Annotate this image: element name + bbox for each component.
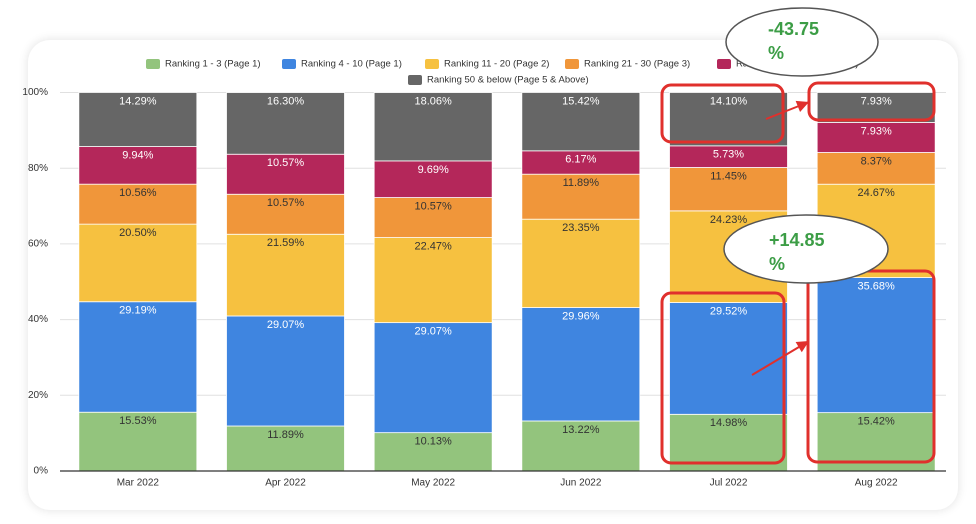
data-label: 6.17% bbox=[565, 154, 596, 166]
x-tick-label: May 2022 bbox=[411, 478, 455, 489]
bar-segment bbox=[226, 315, 345, 427]
arrow-bottom-head bbox=[795, 341, 809, 353]
data-label: 10.56% bbox=[119, 187, 157, 199]
data-label: 29.19% bbox=[119, 305, 157, 317]
data-label: 5.73% bbox=[713, 149, 744, 161]
data-label: 29.07% bbox=[267, 319, 305, 331]
data-label: 10.57% bbox=[415, 200, 453, 212]
data-label: 18.06% bbox=[415, 95, 453, 107]
bar-segment bbox=[669, 167, 788, 212]
legend-label: Ranking 21 - 30 (Page 3) bbox=[584, 59, 690, 70]
data-label: 7.93% bbox=[861, 95, 892, 107]
legend-swatch bbox=[425, 59, 439, 69]
legend-label: Ranking 50 & below (Page 5 & Above) bbox=[427, 75, 589, 86]
legend-label: Ranking 11 - 20 (Page 2) bbox=[444, 59, 549, 70]
bar-segment bbox=[226, 92, 345, 155]
bar-segment bbox=[78, 183, 198, 225]
data-label: 15.53% bbox=[119, 415, 157, 427]
highlight-box-aug-bottom bbox=[806, 269, 936, 464]
y-tick-label: 0% bbox=[34, 466, 49, 477]
y-tick-label: 40% bbox=[28, 314, 48, 325]
data-label: 16.30% bbox=[267, 95, 305, 107]
bar-segment bbox=[373, 197, 493, 238]
data-label: 10.57% bbox=[267, 157, 305, 169]
data-label: 35.68% bbox=[858, 280, 896, 292]
legend-label: Ranking 4 - 10 (Page 1) bbox=[301, 59, 402, 70]
bar-segment bbox=[226, 153, 345, 195]
data-label: 9.69% bbox=[418, 164, 449, 176]
legend-swatch bbox=[717, 59, 731, 69]
bar-segment bbox=[669, 302, 788, 415]
data-label: 11.45% bbox=[710, 170, 747, 182]
highlight-box-jul-bottom bbox=[660, 291, 786, 465]
x-tick-label: Mar 2022 bbox=[117, 478, 160, 489]
data-label: 14.10% bbox=[710, 95, 748, 107]
bar-segment bbox=[78, 411, 198, 472]
bar-segment bbox=[816, 122, 936, 153]
data-label: 29.52% bbox=[710, 305, 748, 317]
legend-swatch bbox=[282, 59, 296, 69]
data-label: 22.47% bbox=[415, 240, 453, 252]
data-label: 15.42% bbox=[858, 416, 896, 428]
legend-swatch bbox=[408, 75, 422, 85]
bar-segment bbox=[78, 146, 198, 185]
annotation-bubble-bottom-value: +14.85 bbox=[769, 230, 825, 250]
bar-segment bbox=[78, 92, 198, 147]
data-label: 10.13% bbox=[415, 436, 453, 448]
y-tick-label: 80% bbox=[28, 163, 48, 174]
highlight-box-aug-top bbox=[807, 81, 936, 122]
data-label: 14.98% bbox=[710, 417, 748, 429]
bar-segment bbox=[816, 152, 936, 185]
bar-segment bbox=[816, 92, 936, 123]
bar-segment bbox=[78, 301, 198, 413]
bar-segment bbox=[816, 277, 936, 414]
data-label: 13.22% bbox=[562, 424, 600, 436]
data-label: 10.57% bbox=[267, 197, 305, 209]
y-tick-label: 60% bbox=[28, 239, 48, 250]
x-tick-label: Jul 2022 bbox=[710, 478, 748, 489]
data-label: 14.29% bbox=[119, 95, 157, 107]
bar-segment bbox=[373, 432, 493, 472]
x-tick-label: Aug 2022 bbox=[855, 478, 898, 489]
bar-segment bbox=[521, 307, 641, 422]
y-tick-label: 100% bbox=[22, 87, 48, 98]
annotation-bubble-bottom-unit: % bbox=[769, 254, 785, 274]
data-label: 15.42% bbox=[562, 95, 600, 107]
annotation-bubble-top bbox=[725, 7, 879, 77]
legend-label: Ranking 1 - 3 (Page 1) bbox=[165, 59, 261, 70]
x-tick-label: Apr 2022 bbox=[265, 478, 306, 489]
data-label: 8.37% bbox=[861, 155, 892, 167]
bar-segment bbox=[373, 237, 493, 324]
data-label: 24.67% bbox=[858, 187, 896, 199]
y-tick-label: 20% bbox=[28, 390, 48, 401]
data-label: 11.89% bbox=[563, 177, 600, 189]
data-label: 20.50% bbox=[119, 227, 157, 239]
bar-segment bbox=[373, 92, 493, 162]
bar-segment bbox=[521, 92, 641, 152]
data-label: 9.94% bbox=[122, 149, 153, 161]
bar-segment bbox=[521, 173, 641, 220]
highlight-box-jul-top bbox=[660, 83, 785, 144]
bar-segment bbox=[226, 193, 345, 235]
data-label: 29.96% bbox=[562, 310, 600, 322]
legend-swatch bbox=[146, 59, 160, 69]
data-label: 24.23% bbox=[710, 214, 748, 226]
arrow-top-head bbox=[795, 100, 809, 112]
bar-segment bbox=[78, 223, 198, 303]
data-label: 11.89% bbox=[267, 429, 304, 441]
x-tick-label: Jun 2022 bbox=[560, 478, 602, 489]
data-label: 21.59% bbox=[267, 237, 305, 249]
data-label: 7.93% bbox=[861, 125, 892, 137]
annotation-bubble-bottom bbox=[723, 214, 889, 284]
bar-segment bbox=[373, 322, 493, 434]
data-label: 23.35% bbox=[562, 222, 600, 234]
data-label: 29.07% bbox=[415, 326, 453, 338]
annotation-bubble-top-value: -43.75 bbox=[768, 19, 819, 39]
annotation-bubble-top-unit: % bbox=[768, 43, 784, 63]
legend-swatch bbox=[565, 59, 579, 69]
bar-segment bbox=[521, 218, 641, 308]
